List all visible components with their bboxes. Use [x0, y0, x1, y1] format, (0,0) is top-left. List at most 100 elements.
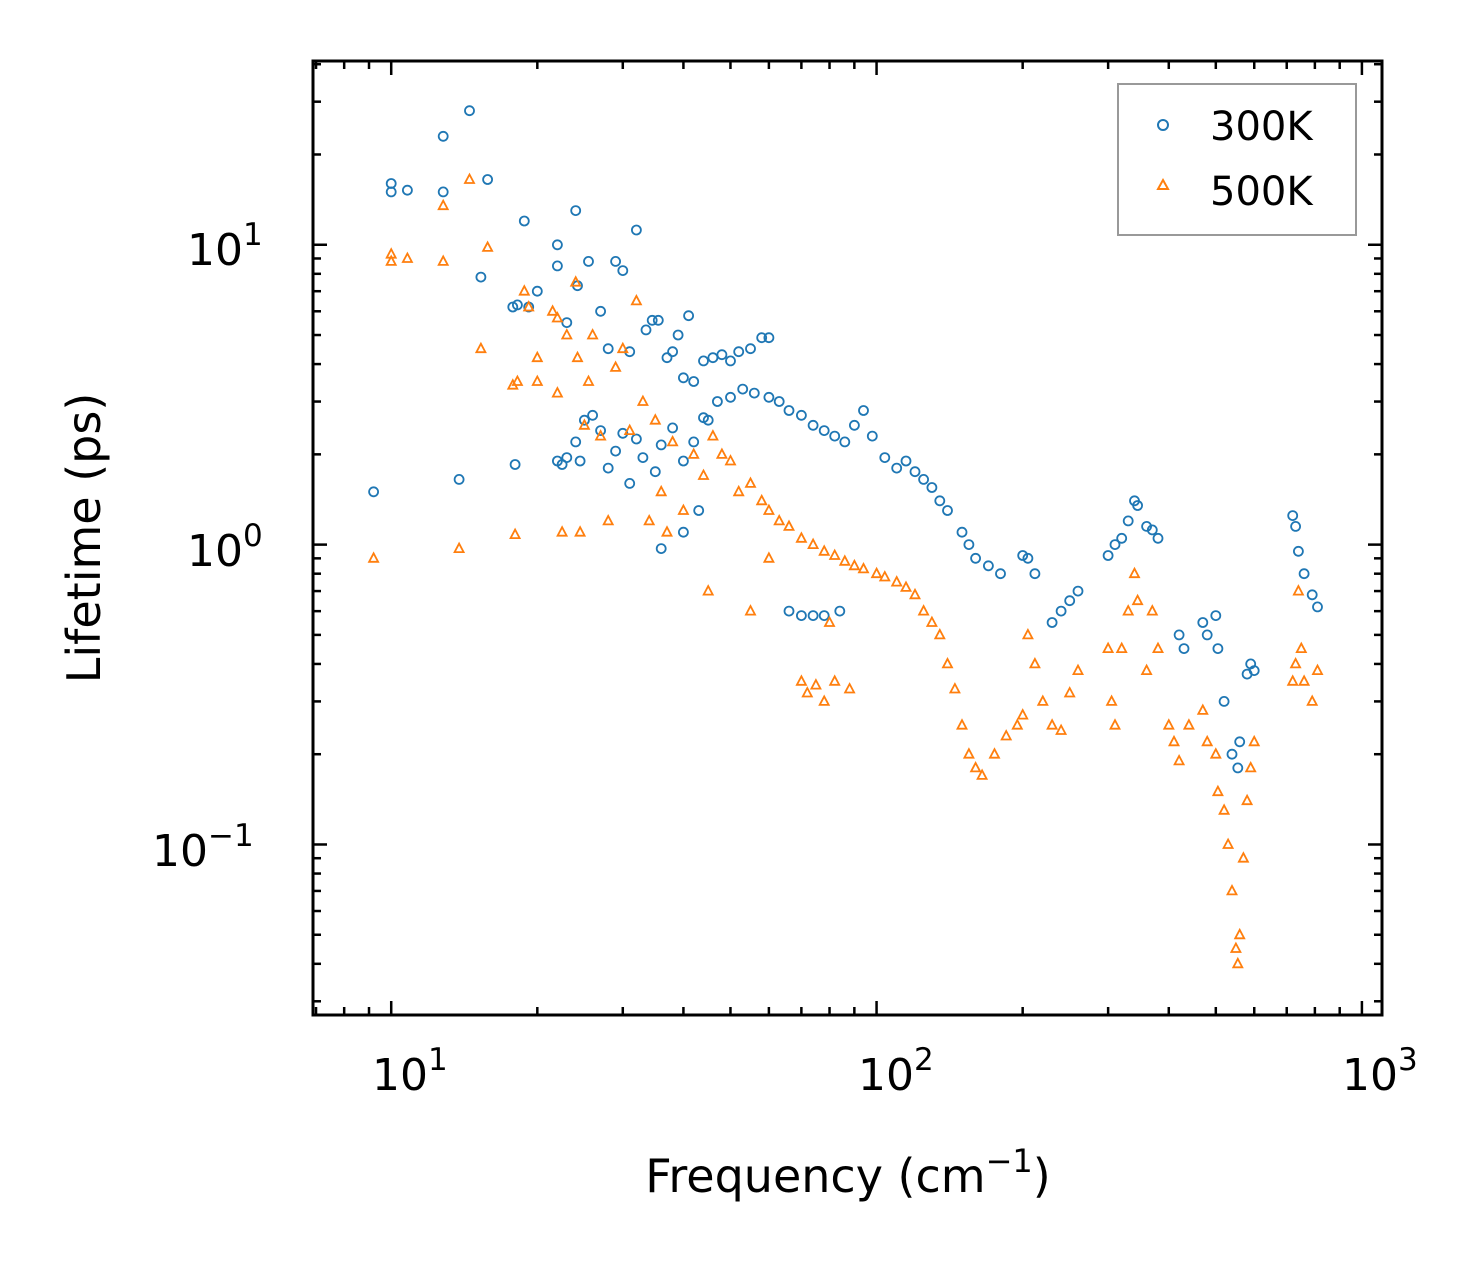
legend-label-300k: 300K [1210, 104, 1314, 150]
data-point [1109, 718, 1121, 730]
data-point [1248, 665, 1260, 676]
data-point [834, 605, 846, 617]
data-point [1311, 663, 1324, 675]
data-point [1116, 532, 1128, 544]
data-point [1168, 734, 1180, 747]
data-point [702, 414, 714, 426]
data-point [385, 186, 397, 198]
data-point [809, 678, 822, 690]
data-point [801, 686, 814, 698]
data-point [437, 186, 449, 198]
y-tick-base: 10 [152, 826, 208, 877]
data-point [1212, 643, 1224, 654]
data-point [453, 541, 466, 553]
data-point [1115, 641, 1128, 653]
data-point [570, 436, 582, 448]
data-point [1017, 550, 1029, 561]
x-tick-label-100: 102 [858, 1042, 934, 1101]
x-axis-title-sup: −1 [986, 1142, 1033, 1180]
data-point [762, 503, 775, 515]
data-point [609, 360, 622, 372]
data-point [1152, 641, 1164, 653]
data-point [707, 352, 719, 364]
plot-frame [311, 59, 1384, 1017]
data-point [643, 513, 656, 526]
data-point [988, 747, 1001, 759]
data-point [602, 513, 615, 526]
data-point [636, 394, 649, 406]
data-point [1232, 762, 1244, 774]
data-point [1146, 524, 1158, 536]
data-point [1197, 617, 1209, 628]
data-point [917, 604, 930, 616]
data-point [890, 575, 903, 587]
data-point [716, 349, 728, 361]
data-point [744, 476, 757, 488]
data-point [942, 505, 953, 516]
data-point [1146, 604, 1159, 616]
data-point [878, 570, 891, 582]
data-point [1022, 552, 1034, 564]
data-point [926, 482, 938, 493]
data-point [1173, 629, 1185, 641]
x-tick-exp: 2 [914, 1042, 934, 1078]
data-point [1028, 656, 1041, 669]
data-point [983, 560, 994, 572]
data-point [1292, 584, 1305, 596]
data-point [1000, 729, 1013, 741]
data-point [437, 254, 450, 266]
data-point [1312, 601, 1323, 613]
data-point [1152, 532, 1164, 544]
data-point [1306, 589, 1318, 601]
x-tick-exp: 1 [428, 1042, 448, 1078]
data-point [724, 454, 737, 466]
y-tick-base: 10 [187, 225, 243, 276]
data-point [595, 305, 606, 317]
data-point [1072, 663, 1084, 675]
axis-ticks [313, 61, 1382, 1015]
data-point [732, 484, 745, 497]
data-point [1122, 515, 1134, 527]
data-point [667, 346, 678, 358]
series-300k [368, 105, 1323, 774]
data-point [475, 271, 487, 283]
data-point [640, 324, 652, 336]
data-point [582, 374, 595, 386]
x-axis-title-end: ) [1033, 1149, 1051, 1203]
data-point [602, 462, 614, 474]
data-point [688, 376, 700, 387]
legend-box [1117, 83, 1357, 236]
data-point [1055, 723, 1068, 735]
data-point [437, 198, 450, 211]
data-point [1248, 734, 1261, 747]
data-point [464, 105, 475, 117]
data-point [866, 430, 878, 442]
data-point [737, 383, 749, 395]
data-point [755, 493, 768, 506]
data-point [574, 455, 586, 467]
svg-text:101: 101 [372, 1042, 448, 1101]
data-point [733, 346, 745, 358]
y-tick-label-0.1: 10−1 [152, 818, 254, 877]
data-point [677, 503, 690, 515]
data-point [1011, 718, 1024, 730]
data-point [870, 566, 883, 579]
data-point [1064, 595, 1076, 607]
data-point [1234, 736, 1246, 748]
data-point [551, 311, 564, 323]
data-point [918, 473, 929, 485]
data-point [569, 275, 582, 287]
data-point [1016, 708, 1029, 720]
data-point [1298, 674, 1311, 686]
data-point [574, 525, 587, 537]
data-point [956, 718, 968, 730]
data-point [571, 350, 584, 363]
data-point [783, 605, 795, 617]
data-point [925, 615, 938, 627]
data-point [1298, 568, 1310, 580]
data-point [678, 526, 689, 538]
data-point [649, 466, 661, 478]
data-point [1102, 641, 1115, 653]
data-point [843, 682, 856, 694]
data-point [610, 255, 621, 267]
